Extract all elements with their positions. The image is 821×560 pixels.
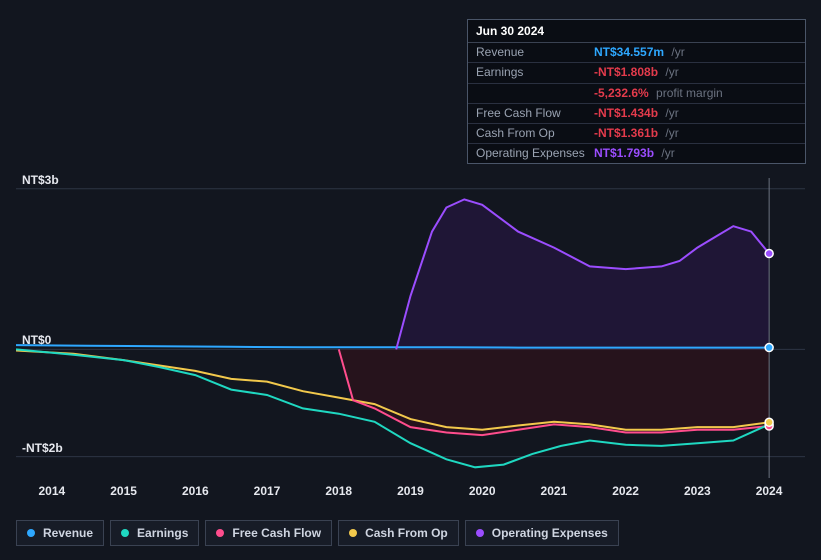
legend-label: Revenue xyxy=(43,526,93,540)
legend-dot-icon xyxy=(121,529,129,537)
revenue-end-marker xyxy=(765,344,773,352)
x-axis-tick-label: 2021 xyxy=(518,484,590,498)
legend-item-opex[interactable]: Operating Expenses xyxy=(465,520,619,546)
x-axis-tick-label: 2023 xyxy=(661,484,733,498)
card-metric-value: -NT$1.808b xyxy=(594,65,658,79)
legend-label: Operating Expenses xyxy=(492,526,608,540)
financial-line-chart[interactable] xyxy=(16,178,805,478)
legend-dot-icon xyxy=(476,529,484,537)
card-date: Jun 30 2024 xyxy=(468,20,805,43)
card-metric-value: NT$1.793b xyxy=(594,146,654,160)
card-metric-label: Operating Expenses xyxy=(476,147,594,160)
x-axis-tick-label: 2016 xyxy=(159,484,231,498)
x-axis-tick-label: 2024 xyxy=(733,484,805,498)
card-row: Cash From Op-NT$1.361b /yr xyxy=(468,124,805,144)
x-axis-labels: 2014201520162017201820192020202120222023… xyxy=(16,484,805,498)
card-metric-value: NT$34.557m xyxy=(594,45,664,59)
card-metric-value: -NT$1.361b xyxy=(594,126,658,140)
opex-area xyxy=(396,199,769,349)
x-axis-tick-label: 2022 xyxy=(590,484,662,498)
card-row: Earnings-NT$1.808b /yr xyxy=(468,63,805,83)
chart-container: NT$3bNT$0-NT$2b 201420152016201720182019… xyxy=(0,0,821,560)
card-row: RevenueNT$34.557m /yr xyxy=(468,43,805,63)
cfo-end-marker xyxy=(765,418,773,426)
x-axis-tick-label: 2019 xyxy=(375,484,447,498)
legend-label: Free Cash Flow xyxy=(232,526,321,540)
legend-item-revenue[interactable]: Revenue xyxy=(16,520,104,546)
card-submetric-value: -5,232.6% xyxy=(594,86,649,100)
card-metric-label: Revenue xyxy=(476,46,594,59)
x-axis-tick-label: 2017 xyxy=(231,484,303,498)
card-metric-label: Earnings xyxy=(476,66,594,79)
legend-dot-icon xyxy=(27,529,35,537)
card-row: Free Cash Flow-NT$1.434b /yr xyxy=(468,104,805,124)
card-metric-value: -NT$1.434b xyxy=(594,106,658,120)
x-axis-tick-label: 2020 xyxy=(446,484,518,498)
legend-label: Earnings xyxy=(137,526,188,540)
legend-dot-icon xyxy=(216,529,224,537)
card-row-sub: -5,232.6% profit margin xyxy=(468,84,805,104)
legend-dot-icon xyxy=(349,529,357,537)
legend-item-cfo[interactable]: Cash From Op xyxy=(338,520,459,546)
card-row: Operating ExpensesNT$1.793b /yr xyxy=(468,144,805,163)
hover-data-card: Jun 30 2024 RevenueNT$34.557m /yrEarning… xyxy=(467,19,806,164)
card-metric-label: Cash From Op xyxy=(476,127,594,140)
x-axis-tick-label: 2018 xyxy=(303,484,375,498)
legend: Revenue Earnings Free Cash Flow Cash From O… xyxy=(16,520,619,546)
legend-item-earnings[interactable]: Earnings xyxy=(110,520,199,546)
opex-end-marker xyxy=(765,250,773,258)
legend-label: Cash From Op xyxy=(365,526,448,540)
card-metric-label: Free Cash Flow xyxy=(476,107,594,120)
x-axis-tick-label: 2014 xyxy=(16,484,88,498)
x-axis-tick-label: 2015 xyxy=(88,484,160,498)
legend-item-fcf[interactable]: Free Cash Flow xyxy=(205,520,332,546)
